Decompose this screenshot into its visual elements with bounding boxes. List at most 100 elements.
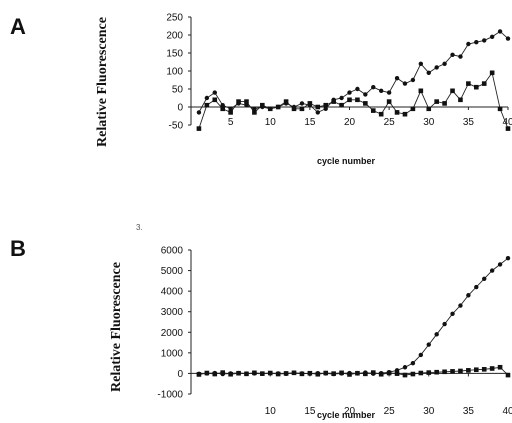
panel-b-series-2-line <box>198 366 509 376</box>
panel-a-series-2-point <box>212 97 218 103</box>
panel-a-letter: A <box>10 14 26 39</box>
panel-a-series-2-point <box>347 97 352 103</box>
panel-a-series-1-point <box>379 88 384 94</box>
panel-b-y-axis-label: Relative Fluorescence <box>109 262 124 392</box>
panel-a-series-1-point <box>228 106 233 112</box>
panel-a-series-1-point <box>394 76 400 81</box>
panel-a-series-1-point <box>505 36 511 41</box>
panel-b-series-2-point <box>442 369 447 375</box>
panel-a-series-2-point <box>450 88 455 94</box>
panel-a-series-2-point <box>474 84 479 90</box>
panel-a-series-2-point <box>275 104 281 110</box>
panel-a-series-2-point <box>339 102 344 108</box>
panel-a-series-2-point <box>260 102 265 108</box>
panel-b-series-1-point <box>482 276 487 281</box>
panel-b-series-2-point <box>434 369 439 375</box>
panel-b-series-2-point <box>378 371 384 377</box>
panel-a-series-1-point <box>450 52 455 57</box>
stray-mark: 3. <box>136 223 143 232</box>
panel-a-series-1-point <box>252 106 257 112</box>
panel-b-series-2-point <box>450 369 455 374</box>
panel-b-series-2-point <box>252 370 257 376</box>
panel-a-series-2-point <box>291 106 297 112</box>
panel-b-series-2-point <box>458 368 463 374</box>
panel-a-series-2-point <box>196 126 202 131</box>
panel-a-series-2-point <box>331 99 336 104</box>
panel-a-series-2-point <box>307 101 313 106</box>
panel-b-y-tick-label: -1000 <box>157 390 183 401</box>
panel-a-series-1-point <box>489 34 495 39</box>
panel-a-series-1-point <box>466 41 471 47</box>
panel-a-series-2-point <box>378 111 384 117</box>
panel-a-x-tick-label: 10 <box>265 117 277 128</box>
panel-a-y-axis-label: Relative Fluorescence <box>95 17 110 147</box>
panel-b-series-2-point <box>228 371 233 377</box>
panel-a-series-2-point <box>363 101 368 106</box>
panel-b-series-2-point <box>244 371 249 377</box>
panel-b-series-2-point <box>497 364 503 370</box>
panel-b-series-2-point <box>283 371 289 376</box>
panel-a-series-2-point <box>370 108 376 113</box>
panel-b-series-1-point <box>410 360 416 366</box>
panel-b-series-2-point <box>196 372 202 377</box>
panel-b-series-2-point <box>418 370 424 376</box>
panel-b-series-2-point <box>291 370 297 376</box>
panel-a-series-2-point <box>252 110 257 115</box>
panel-a-series-1-point <box>482 38 487 43</box>
panel-a-series-1-point <box>299 101 305 106</box>
panel-a-series-2-point <box>283 99 289 104</box>
panel-a-series-2-point <box>434 99 439 104</box>
panel-a-x-tick-label: 35 <box>463 117 475 128</box>
panel-b-x-tick-label: 15 <box>304 406 316 417</box>
panel-b-series-2-point <box>331 371 336 376</box>
panel-b-series-1-point <box>505 256 511 261</box>
panel-a-series-1-point <box>418 61 424 66</box>
panel-b-x-tick-label: 25 <box>384 406 396 417</box>
panel-b-series-2-point <box>347 372 352 377</box>
panel-b-series-2-point <box>386 370 392 376</box>
panel-a-series-2-point <box>386 99 392 104</box>
panel-b-y-tick-label: 5000 <box>161 266 184 277</box>
panel-a-series-2-point <box>442 101 447 106</box>
panel-a-series-1-point <box>323 106 328 112</box>
panel-b-series-1-point <box>450 311 455 316</box>
panel-a-series-2-point <box>220 106 225 112</box>
panel-b-series-2-point <box>299 371 305 377</box>
panel-a-series-2-point <box>323 102 329 108</box>
panel-a-x-tick-label: 40 <box>502 117 512 128</box>
panel-b-series-2-point <box>204 370 210 376</box>
panel-b-series-2-point <box>315 371 321 377</box>
panel-b-x-tick-label: 40 <box>502 406 512 417</box>
panel-a-series-1-point <box>474 40 479 45</box>
panel-a-x-tick-label: 30 <box>423 117 435 128</box>
panel-b-series-2-point <box>307 370 313 376</box>
panel-b-series-2-point <box>220 370 225 375</box>
panel-b-series-2-point <box>363 371 368 377</box>
panel-b-y-tick-label: 3000 <box>161 307 184 318</box>
panel-a-series-2-point <box>204 102 210 108</box>
panel-b-series-2-point <box>212 371 218 377</box>
panel-b-x-tick-label: 20 <box>344 406 356 417</box>
panel-b-series-2-point <box>474 367 479 373</box>
panel-a-series-1-point <box>497 29 503 34</box>
panel-b-letter: B <box>10 236 26 261</box>
panel-b-x-tick-label: 35 <box>463 406 475 417</box>
panel-b-series-2-point <box>236 370 241 376</box>
panel-b-series-2-point <box>505 372 511 378</box>
panel-a-x-tick-label: 5 <box>228 117 234 128</box>
panel-a-series-1-point <box>212 90 217 95</box>
panel-a-chart: Relative Fluorescence cycle number -50 0 5… <box>95 13 512 167</box>
panel-b-y-tick-label: 1000 <box>161 348 184 359</box>
panel-a-series-2-point <box>497 106 503 112</box>
panel-a-series-1-point <box>363 92 368 97</box>
panel-b-series-2-point <box>355 370 360 376</box>
panel-a-y-tick-label: 100 <box>166 67 183 78</box>
panel-b-series-2-point <box>489 366 495 371</box>
panel-a-series-1-point <box>442 61 447 66</box>
panel-b-series-2-point <box>402 372 408 378</box>
panel-a-series-2-point <box>394 110 400 115</box>
panel-b-series-2-point <box>466 368 471 373</box>
panel-b-series-1-point <box>418 352 424 358</box>
panel-a-y-tick-label: 150 <box>166 49 183 60</box>
